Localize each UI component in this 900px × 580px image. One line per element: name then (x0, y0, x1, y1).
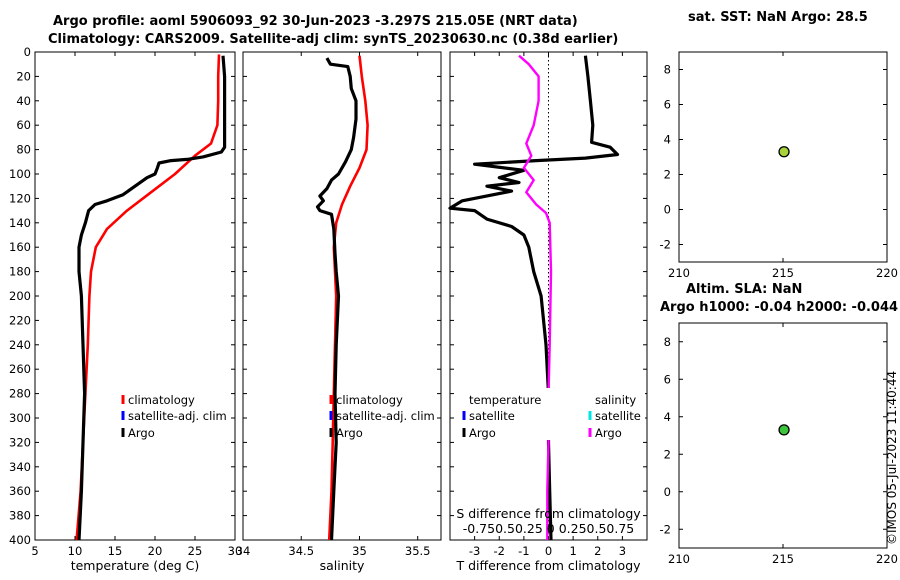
ytick-label: 340 (9, 460, 31, 474)
ytick-label: 380 (9, 509, 31, 523)
ytick-label: 4 (664, 133, 671, 147)
height-title: Argo h1000: -0.04 h2000: -0.044 (660, 300, 899, 315)
ytick-label: -2 (660, 522, 671, 536)
xaxis-label: temperature (deg C) (71, 558, 200, 573)
ytick-label: 400 (9, 533, 31, 547)
ytick-label: 8 (664, 63, 671, 77)
xtick-label: 2 (594, 544, 601, 558)
sst-title: sat. SST: NaN Argo: 28.5 (688, 10, 868, 25)
xtick-label: 3 (619, 544, 626, 558)
legend-item: Argo (336, 426, 363, 440)
ytick-label: 20 (16, 69, 31, 83)
xtick-label: 25 (188, 544, 203, 558)
xtick-label: 220 (876, 552, 898, 566)
ytick-label: 120 (9, 191, 31, 205)
ytick-label: 2 (664, 447, 671, 461)
xtick-label: 0 (545, 544, 552, 558)
series-climatology (75, 54, 221, 541)
ytick-label: 100 (9, 167, 31, 181)
legend-s-bg (590, 388, 645, 440)
xtick-label: 30 (228, 544, 243, 558)
legend-item: satellite (469, 409, 515, 423)
ytick-label: 140 (9, 216, 31, 230)
sla-title: Altim. SLA: NaN (686, 282, 803, 297)
legend-s-title: salinity (595, 393, 636, 407)
ytick-label: 40 (16, 94, 31, 108)
ytick-label: 0 (664, 485, 671, 499)
ytick-label: 8 (664, 335, 671, 349)
legend-item: climatology (128, 393, 195, 407)
ytick-label: 6 (664, 98, 671, 112)
ytick-label: 220 (9, 313, 31, 327)
ytick-label: 240 (9, 338, 31, 352)
legend-item: satellite (595, 409, 641, 423)
xtick-label: 10 (68, 544, 83, 558)
xtick-label: 34 (236, 544, 251, 558)
xtick-label: 210 (668, 266, 690, 280)
ytick-label: 80 (16, 143, 31, 157)
xtick-label: 35 (352, 544, 367, 558)
ytick-label: 260 (9, 362, 31, 376)
ytick-label: 200 (9, 289, 31, 303)
legend-item: satellite-adj. clim (128, 409, 227, 423)
panel-temperature-frame (34, 51, 236, 541)
series-t-argo (448, 55, 620, 541)
ytick-label: 180 (9, 265, 31, 279)
panel-sla-frame (678, 322, 888, 549)
ytick-label: 2 (664, 168, 671, 182)
legend-item: Argo (469, 426, 496, 440)
ytick-label: 60 (16, 118, 31, 132)
top-axis-label: S difference from climatology (456, 506, 641, 521)
xtick-label: 215 (772, 552, 794, 566)
legend-t-title: temperature (469, 393, 541, 407)
figure-title-line1: Argo profile: aoml 5906093_92 30-Jun-202… (53, 14, 578, 29)
xtick-label: 34.5 (288, 544, 314, 558)
xtick-label: -2 (494, 544, 505, 558)
ytick-label: 300 (9, 411, 31, 425)
legend-item: Argo (128, 426, 155, 440)
xaxis-label: salinity (320, 558, 365, 573)
xtick-label: 35.5 (405, 544, 431, 558)
xtick-label: 20 (148, 544, 163, 558)
scatter-point (778, 146, 790, 158)
ytick-label: 160 (9, 240, 31, 254)
series-argo (77, 55, 227, 541)
xtick-label: 15 (108, 544, 123, 558)
series-s-argo (518, 54, 553, 540)
ytick-label: 0 (664, 203, 671, 217)
top-axis-ticks: -0.750.50.25 0 0.250.50.75 (463, 521, 635, 536)
legend-item: satellite-adj. clim (336, 409, 435, 423)
ytick-label: 320 (9, 435, 31, 449)
series-climatology (327, 55, 369, 541)
xtick-label: 215 (772, 266, 794, 280)
series-argo (315, 57, 358, 541)
panel-salinity-frame (242, 51, 442, 541)
ytick-label: 0 (24, 45, 31, 59)
xaxis-label: T difference from climatology (455, 558, 641, 573)
figure-title-line2: Climatology: CARS2009. Satellite-adj cli… (48, 32, 619, 47)
ytick-label: 4 (664, 410, 671, 424)
legend-t-bg (464, 388, 554, 440)
ytick-label: 360 (9, 484, 31, 498)
ytick-label: 280 (9, 387, 31, 401)
ytick-label: -2 (660, 238, 671, 252)
ytick-label: 6 (664, 372, 671, 386)
xtick-label: 5 (31, 544, 38, 558)
xtick-label: 1 (569, 544, 576, 558)
legend-item: climatology (336, 393, 403, 407)
xtick-label: -3 (469, 544, 480, 558)
scatter-point (778, 424, 790, 436)
legend-item: Argo (595, 426, 622, 440)
xtick-label: 210 (668, 552, 690, 566)
xtick-label: 220 (876, 266, 898, 280)
xtick-label: -1 (518, 544, 529, 558)
